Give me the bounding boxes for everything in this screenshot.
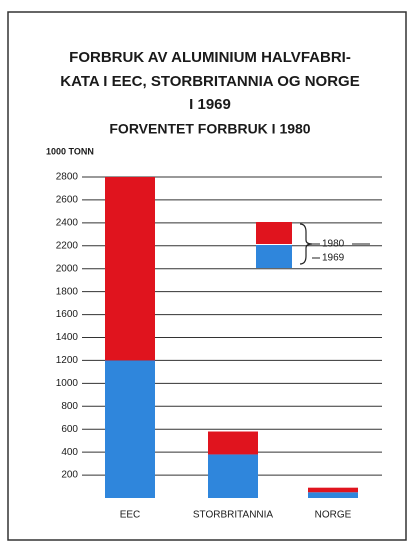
bar-segment [308,492,358,498]
y-tick-label: 1600 [56,309,79,320]
x-tick-label: NORGE [315,510,352,521]
bar-segment [308,487,358,493]
bars [105,177,358,498]
y-tick-label: 2800 [56,172,79,183]
y-tick-label: 1800 [56,286,79,297]
bar-segment [208,431,258,455]
chart-subtitle: FORVENTET FORBRUK I 1980 [109,121,310,137]
y-tick-label: 2600 [56,195,79,206]
chart-title: KATA I EEC, STORBRITANNIA OG NORGE [60,73,359,90]
y-tick-label: 1000 [56,378,79,389]
y-tick-label: 200 [61,470,78,481]
bar-segment [208,454,258,498]
legend-swatch [256,222,292,244]
legend-swatch [256,245,292,268]
y-tick-label: 600 [61,424,78,435]
x-tick-label: STORBRITANNIA [193,510,274,521]
legend-label: 1969 [322,253,345,264]
y-tick-label: 400 [61,447,78,458]
bar-segment [105,177,155,361]
y-tick-label: 1400 [56,332,79,343]
chart-title: I 1969 [189,96,231,113]
y-tick-label: 1200 [56,355,79,366]
y-axis-label: 1000 TONN [46,146,94,156]
y-tick-label: 2200 [56,240,79,251]
bar-segment [105,360,155,498]
y-tick-label: 2400 [56,217,79,228]
x-tick-label: EEC [120,510,141,521]
frame [7,11,407,541]
chart-title: FORBRUK AV ALUMINIUM HALVFABRI- [69,49,351,66]
y-tick-label: 2000 [56,263,79,274]
y-tick-label: 800 [61,401,78,412]
legend-label: 1980 [322,239,345,250]
